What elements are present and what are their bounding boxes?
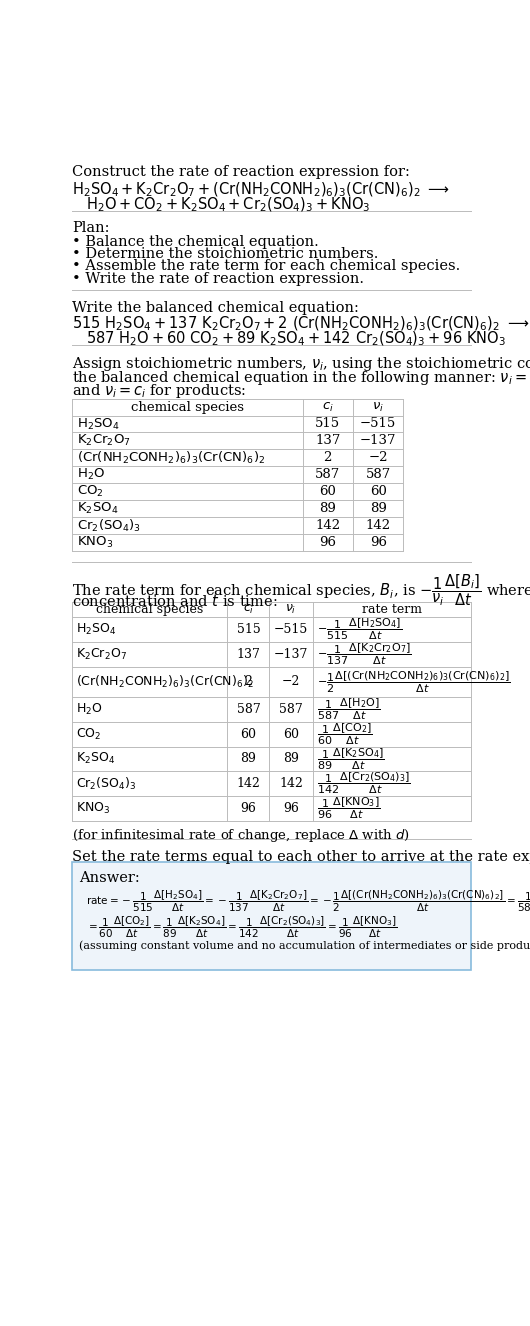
Text: $\mathrm{rate} = -\dfrac{1}{515}\dfrac{\Delta[\mathrm{H_2SO_4}]}{\Delta t} = -\d: $\mathrm{rate} = -\dfrac{1}{515}\dfrac{\…	[86, 888, 530, 914]
Text: $\nu_i$: $\nu_i$	[372, 400, 384, 414]
Text: $\mathrm{K_2SO_4}$: $\mathrm{K_2SO_4}$	[76, 752, 116, 766]
Text: $\dfrac{1}{142}\dfrac{\Delta[\mathrm{Cr_2(SO_4)_3}]}{\Delta t}$: $\dfrac{1}{142}\dfrac{\Delta[\mathrm{Cr_…	[316, 770, 410, 797]
Text: 96: 96	[319, 536, 337, 549]
Text: −2: −2	[282, 675, 300, 688]
Text: $\mathrm{H_2O + CO_2 + K_2SO_4 + Cr_2(SO_4)_3 + KNO_3}$: $\mathrm{H_2O + CO_2 + K_2SO_4 + Cr_2(SO…	[86, 195, 371, 213]
Text: $\dfrac{1}{96}\dfrac{\Delta[\mathrm{KNO_3}]}{\Delta t}$: $\dfrac{1}{96}\dfrac{\Delta[\mathrm{KNO_…	[316, 796, 380, 821]
Text: $\mathrm{(Cr(NH_2CONH_2)_6)_3(Cr(CN)_6)_2}$: $\mathrm{(Cr(NH_2CONH_2)_6)_3(Cr(CN)_6)_…	[77, 450, 266, 465]
Text: 96: 96	[283, 802, 299, 814]
Text: −2: −2	[368, 451, 388, 464]
Text: • Write the rate of reaction expression.: • Write the rate of reaction expression.	[73, 272, 365, 285]
Text: $\mathrm{K_2Cr_2O_7}$: $\mathrm{K_2Cr_2O_7}$	[76, 647, 127, 662]
Text: • Balance the chemical equation.: • Balance the chemical equation.	[73, 235, 319, 248]
Text: $\mathrm{Cr_2(SO_4)_3}$: $\mathrm{Cr_2(SO_4)_3}$	[77, 517, 141, 533]
Text: and $\nu_i = c_i$ for products:: and $\nu_i = c_i$ for products:	[73, 382, 247, 399]
Text: Set the rate terms equal to each other to arrive at the rate expression:: Set the rate terms equal to each other t…	[73, 850, 530, 863]
Text: the balanced chemical equation in the following manner: $\nu_i = -c_i$ for react: the balanced chemical equation in the fo…	[73, 369, 530, 387]
Text: 60: 60	[320, 485, 336, 499]
Text: 60: 60	[241, 728, 257, 741]
Text: 89: 89	[370, 503, 386, 516]
Text: Plan:: Plan:	[73, 221, 110, 236]
Text: $\mathrm{(Cr(NH_2CONH_2)_6)_3(Cr(CN)_6)_2}$: $\mathrm{(Cr(NH_2CONH_2)_6)_3(Cr(CN)_6)_…	[76, 674, 254, 690]
Text: 89: 89	[320, 503, 336, 516]
Text: Write the balanced chemical equation:: Write the balanced chemical equation:	[73, 301, 359, 314]
Text: −137: −137	[360, 435, 396, 447]
Text: rate term: rate term	[362, 603, 422, 617]
Text: $\dfrac{1}{89}\dfrac{\Delta[\mathrm{K_2SO_4}]}{\Delta t}$: $\dfrac{1}{89}\dfrac{\Delta[\mathrm{K_2S…	[316, 747, 384, 772]
Text: • Assemble the rate term for each chemical species.: • Assemble the rate term for each chemic…	[73, 259, 461, 273]
Text: $\nu_i$: $\nu_i$	[285, 603, 297, 617]
Text: $\mathrm{K_2Cr_2O_7}$: $\mathrm{K_2Cr_2O_7}$	[77, 434, 131, 448]
Text: −515: −515	[274, 623, 308, 636]
Text: $\mathrm{H_2SO_4}$: $\mathrm{H_2SO_4}$	[76, 622, 117, 636]
Text: 2: 2	[324, 451, 332, 464]
Text: $\mathrm{H_2O}$: $\mathrm{H_2O}$	[76, 703, 103, 717]
Text: chemical species: chemical species	[96, 603, 204, 617]
Text: 142: 142	[279, 777, 303, 790]
Text: (assuming constant volume and no accumulation of intermediates or side products): (assuming constant volume and no accumul…	[78, 940, 530, 951]
Text: $\mathrm{K_2SO_4}$: $\mathrm{K_2SO_4}$	[77, 501, 119, 516]
Text: 89: 89	[283, 752, 299, 765]
Text: 587: 587	[279, 703, 303, 716]
Text: $-\dfrac{1}{515}\dfrac{\Delta[\mathrm{H_2SO_4}]}{\Delta t}$: $-\dfrac{1}{515}\dfrac{\Delta[\mathrm{H_…	[316, 617, 402, 642]
Text: $\dfrac{1}{587}\dfrac{\Delta[\mathrm{H_2O}]}{\Delta t}$: $\dfrac{1}{587}\dfrac{\Delta[\mathrm{H_2…	[316, 697, 380, 723]
FancyBboxPatch shape	[73, 862, 471, 969]
Text: 89: 89	[241, 752, 257, 765]
Text: 60: 60	[370, 485, 386, 499]
Text: $\mathrm{H_2SO_4 + K_2Cr_2O_7 + (Cr(NH_2CONH_2)_6)_3(Cr(CN)_6)_2\ \longrightarro: $\mathrm{H_2SO_4 + K_2Cr_2O_7 + (Cr(NH_2…	[73, 180, 450, 199]
Text: −137: −137	[274, 647, 308, 660]
Text: $= \dfrac{1}{60}\dfrac{\Delta[\mathrm{CO_2}]}{\Delta t} = \dfrac{1}{89}\dfrac{\D: $= \dfrac{1}{60}\dfrac{\Delta[\mathrm{CO…	[86, 915, 398, 940]
Text: Assign stoichiometric numbers, $\nu_i$, using the stoichiometric coefficients, $: Assign stoichiometric numbers, $\nu_i$, …	[73, 355, 530, 374]
Text: $\mathrm{CO_2}$: $\mathrm{CO_2}$	[76, 727, 102, 741]
Text: $c_i$: $c_i$	[243, 603, 254, 617]
Text: 60: 60	[283, 728, 299, 741]
Text: chemical species: chemical species	[131, 400, 244, 414]
Text: $-\dfrac{1}{137}\dfrac{\Delta[\mathrm{K_2Cr_2O_7}]}{\Delta t}$: $-\dfrac{1}{137}\dfrac{\Delta[\mathrm{K_…	[316, 642, 411, 667]
Text: $\dfrac{1}{60}\dfrac{\Delta[\mathrm{CO_2}]}{\Delta t}$: $\dfrac{1}{60}\dfrac{\Delta[\mathrm{CO_2…	[316, 721, 372, 747]
Text: 96: 96	[241, 802, 257, 814]
Text: 142: 142	[366, 520, 391, 532]
Text: 137: 137	[315, 435, 340, 447]
Text: 515: 515	[236, 623, 260, 636]
Text: 587: 587	[236, 703, 260, 716]
Text: 142: 142	[315, 520, 340, 532]
Text: 96: 96	[370, 536, 387, 549]
Text: 587: 587	[366, 468, 391, 481]
Text: Answer:: Answer:	[78, 871, 139, 886]
Text: $c_i$: $c_i$	[322, 400, 334, 414]
Text: 137: 137	[236, 647, 260, 660]
Text: 142: 142	[236, 777, 260, 790]
Text: $\mathrm{H_2SO_4}$: $\mathrm{H_2SO_4}$	[77, 416, 120, 431]
Text: 515: 515	[315, 418, 340, 431]
Text: $-\dfrac{1}{2}\dfrac{\Delta[(\mathrm{Cr(NH_2CONH_2)_6})_3(\mathrm{Cr(CN)_6})_2]}: $-\dfrac{1}{2}\dfrac{\Delta[(\mathrm{Cr(…	[316, 670, 510, 695]
Text: Construct the rate of reaction expression for:: Construct the rate of reaction expressio…	[73, 166, 410, 179]
Text: $\mathrm{KNO_3}$: $\mathrm{KNO_3}$	[76, 801, 111, 815]
Text: $\mathrm{587\ H_2O + 60\ CO_2 + 89\ K_2SO_4 + 142\ Cr_2(SO_4)_3 + 96\ KNO_3}$: $\mathrm{587\ H_2O + 60\ CO_2 + 89\ K_2S…	[86, 329, 506, 347]
Text: (for infinitesimal rate of change, replace $\Delta$ with $d$): (for infinitesimal rate of change, repla…	[73, 826, 410, 843]
Text: $\mathrm{CO_2}$: $\mathrm{CO_2}$	[77, 484, 104, 500]
Text: $\mathrm{Cr_2(SO_4)_3}$: $\mathrm{Cr_2(SO_4)_3}$	[76, 776, 137, 792]
Text: 2: 2	[244, 675, 252, 688]
Text: • Determine the stoichiometric numbers.: • Determine the stoichiometric numbers.	[73, 247, 379, 261]
Text: 587: 587	[315, 468, 340, 481]
Text: $\mathrm{KNO_3}$: $\mathrm{KNO_3}$	[77, 534, 113, 550]
Text: $\mathrm{H_2O}$: $\mathrm{H_2O}$	[77, 467, 105, 483]
Text: The rate term for each chemical species, $B_i$, is $-\dfrac{1}{\nu_i}\dfrac{\Del: The rate term for each chemical species,…	[73, 573, 530, 609]
Text: $\mathrm{515\ H_2SO_4 + 137\ K_2Cr_2O_7 + 2\ (Cr(NH_2CONH_2)_6)_3(Cr(CN)_6)_2\ \: $\mathrm{515\ H_2SO_4 + 137\ K_2Cr_2O_7 …	[73, 314, 530, 333]
Text: concentration and $t$ is time:: concentration and $t$ is time:	[73, 593, 278, 609]
Text: −515: −515	[360, 418, 396, 431]
